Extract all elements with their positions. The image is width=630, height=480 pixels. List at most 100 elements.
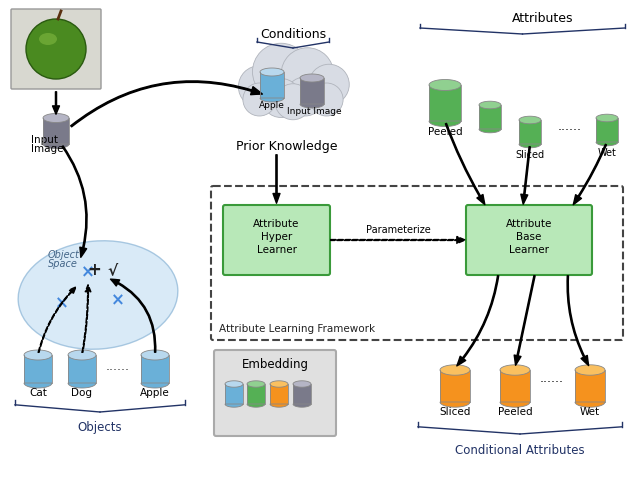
Polygon shape bbox=[225, 381, 243, 387]
Polygon shape bbox=[479, 101, 501, 109]
Polygon shape bbox=[519, 144, 541, 148]
Polygon shape bbox=[247, 381, 265, 387]
Polygon shape bbox=[43, 118, 69, 144]
Polygon shape bbox=[270, 404, 288, 407]
Polygon shape bbox=[575, 370, 605, 402]
Polygon shape bbox=[596, 114, 618, 122]
Ellipse shape bbox=[39, 33, 57, 45]
Text: Attribute Learning Framework: Attribute Learning Framework bbox=[219, 324, 375, 334]
Text: Wet: Wet bbox=[580, 407, 600, 417]
Polygon shape bbox=[43, 144, 69, 148]
FancyBboxPatch shape bbox=[223, 205, 330, 275]
Polygon shape bbox=[68, 355, 96, 383]
Text: ×: × bbox=[55, 294, 69, 312]
Polygon shape bbox=[293, 384, 311, 404]
Polygon shape bbox=[519, 120, 541, 144]
Polygon shape bbox=[575, 365, 605, 375]
Text: Attribute: Attribute bbox=[506, 219, 552, 229]
Polygon shape bbox=[293, 404, 311, 407]
Polygon shape bbox=[440, 402, 470, 407]
Text: Input: Input bbox=[31, 135, 58, 145]
FancyArrowPatch shape bbox=[52, 92, 59, 114]
Text: Attribute: Attribute bbox=[253, 219, 300, 229]
FancyArrowPatch shape bbox=[110, 279, 156, 352]
Text: Input Image: Input Image bbox=[287, 107, 341, 116]
Polygon shape bbox=[260, 98, 284, 102]
FancyArrowPatch shape bbox=[445, 123, 485, 204]
Text: Sliced: Sliced bbox=[439, 407, 471, 417]
Polygon shape bbox=[43, 113, 69, 122]
Text: Space: Space bbox=[48, 259, 78, 269]
Polygon shape bbox=[519, 116, 541, 124]
Text: ......: ...... bbox=[540, 372, 564, 385]
Polygon shape bbox=[24, 355, 52, 383]
Polygon shape bbox=[293, 381, 311, 387]
Polygon shape bbox=[68, 383, 96, 388]
Polygon shape bbox=[479, 105, 501, 129]
FancyArrowPatch shape bbox=[38, 287, 76, 352]
Text: ×: × bbox=[111, 291, 125, 309]
FancyBboxPatch shape bbox=[466, 205, 592, 275]
Polygon shape bbox=[500, 365, 530, 375]
FancyArrowPatch shape bbox=[573, 144, 607, 204]
FancyArrowPatch shape bbox=[514, 276, 535, 365]
FancyArrowPatch shape bbox=[331, 237, 465, 243]
Text: Object: Object bbox=[48, 250, 80, 260]
Polygon shape bbox=[247, 384, 265, 404]
Polygon shape bbox=[429, 80, 461, 91]
Text: ×: × bbox=[81, 263, 95, 281]
Polygon shape bbox=[596, 142, 618, 146]
Circle shape bbox=[309, 64, 349, 105]
Circle shape bbox=[281, 48, 334, 100]
Text: Image: Image bbox=[31, 144, 64, 154]
Text: Attributes: Attributes bbox=[512, 12, 574, 25]
Text: Peeled: Peeled bbox=[428, 127, 462, 137]
FancyArrowPatch shape bbox=[521, 147, 530, 204]
Circle shape bbox=[261, 79, 301, 118]
Text: ......: ...... bbox=[558, 120, 582, 133]
FancyBboxPatch shape bbox=[11, 9, 101, 89]
Polygon shape bbox=[575, 402, 605, 407]
Polygon shape bbox=[479, 129, 501, 133]
Text: Base: Base bbox=[517, 232, 542, 242]
Text: Hyper: Hyper bbox=[261, 232, 292, 242]
Polygon shape bbox=[300, 74, 324, 82]
Text: Embedding: Embedding bbox=[241, 358, 309, 371]
Text: Apple: Apple bbox=[140, 388, 170, 398]
Circle shape bbox=[310, 83, 343, 116]
Polygon shape bbox=[260, 72, 284, 98]
Polygon shape bbox=[500, 370, 530, 402]
Text: Learner: Learner bbox=[256, 245, 297, 255]
Text: Prior Knowledge: Prior Knowledge bbox=[236, 140, 338, 153]
Text: +: + bbox=[87, 261, 101, 279]
Circle shape bbox=[285, 77, 324, 116]
FancyArrowPatch shape bbox=[82, 285, 91, 352]
Text: Conditional Attributes: Conditional Attributes bbox=[455, 444, 585, 456]
Text: Parameterize: Parameterize bbox=[365, 225, 430, 235]
Polygon shape bbox=[429, 85, 461, 121]
Text: Cat: Cat bbox=[29, 388, 47, 398]
Circle shape bbox=[238, 66, 280, 108]
Polygon shape bbox=[141, 383, 169, 388]
Text: Peeled: Peeled bbox=[498, 407, 532, 417]
Polygon shape bbox=[270, 384, 288, 404]
Text: √: √ bbox=[107, 264, 117, 278]
Polygon shape bbox=[596, 118, 618, 142]
Polygon shape bbox=[270, 381, 288, 387]
Polygon shape bbox=[440, 365, 470, 375]
FancyArrowPatch shape bbox=[62, 146, 87, 257]
Polygon shape bbox=[247, 404, 265, 407]
Circle shape bbox=[275, 84, 311, 120]
Polygon shape bbox=[24, 383, 52, 388]
Ellipse shape bbox=[18, 241, 178, 349]
Polygon shape bbox=[225, 384, 243, 404]
Polygon shape bbox=[225, 404, 243, 407]
Text: Dog: Dog bbox=[71, 388, 93, 398]
Circle shape bbox=[243, 83, 276, 116]
Polygon shape bbox=[141, 355, 169, 383]
FancyArrowPatch shape bbox=[71, 81, 262, 127]
FancyArrowPatch shape bbox=[457, 276, 499, 366]
Polygon shape bbox=[440, 370, 470, 402]
Polygon shape bbox=[24, 350, 52, 360]
Text: Apple: Apple bbox=[259, 101, 285, 110]
